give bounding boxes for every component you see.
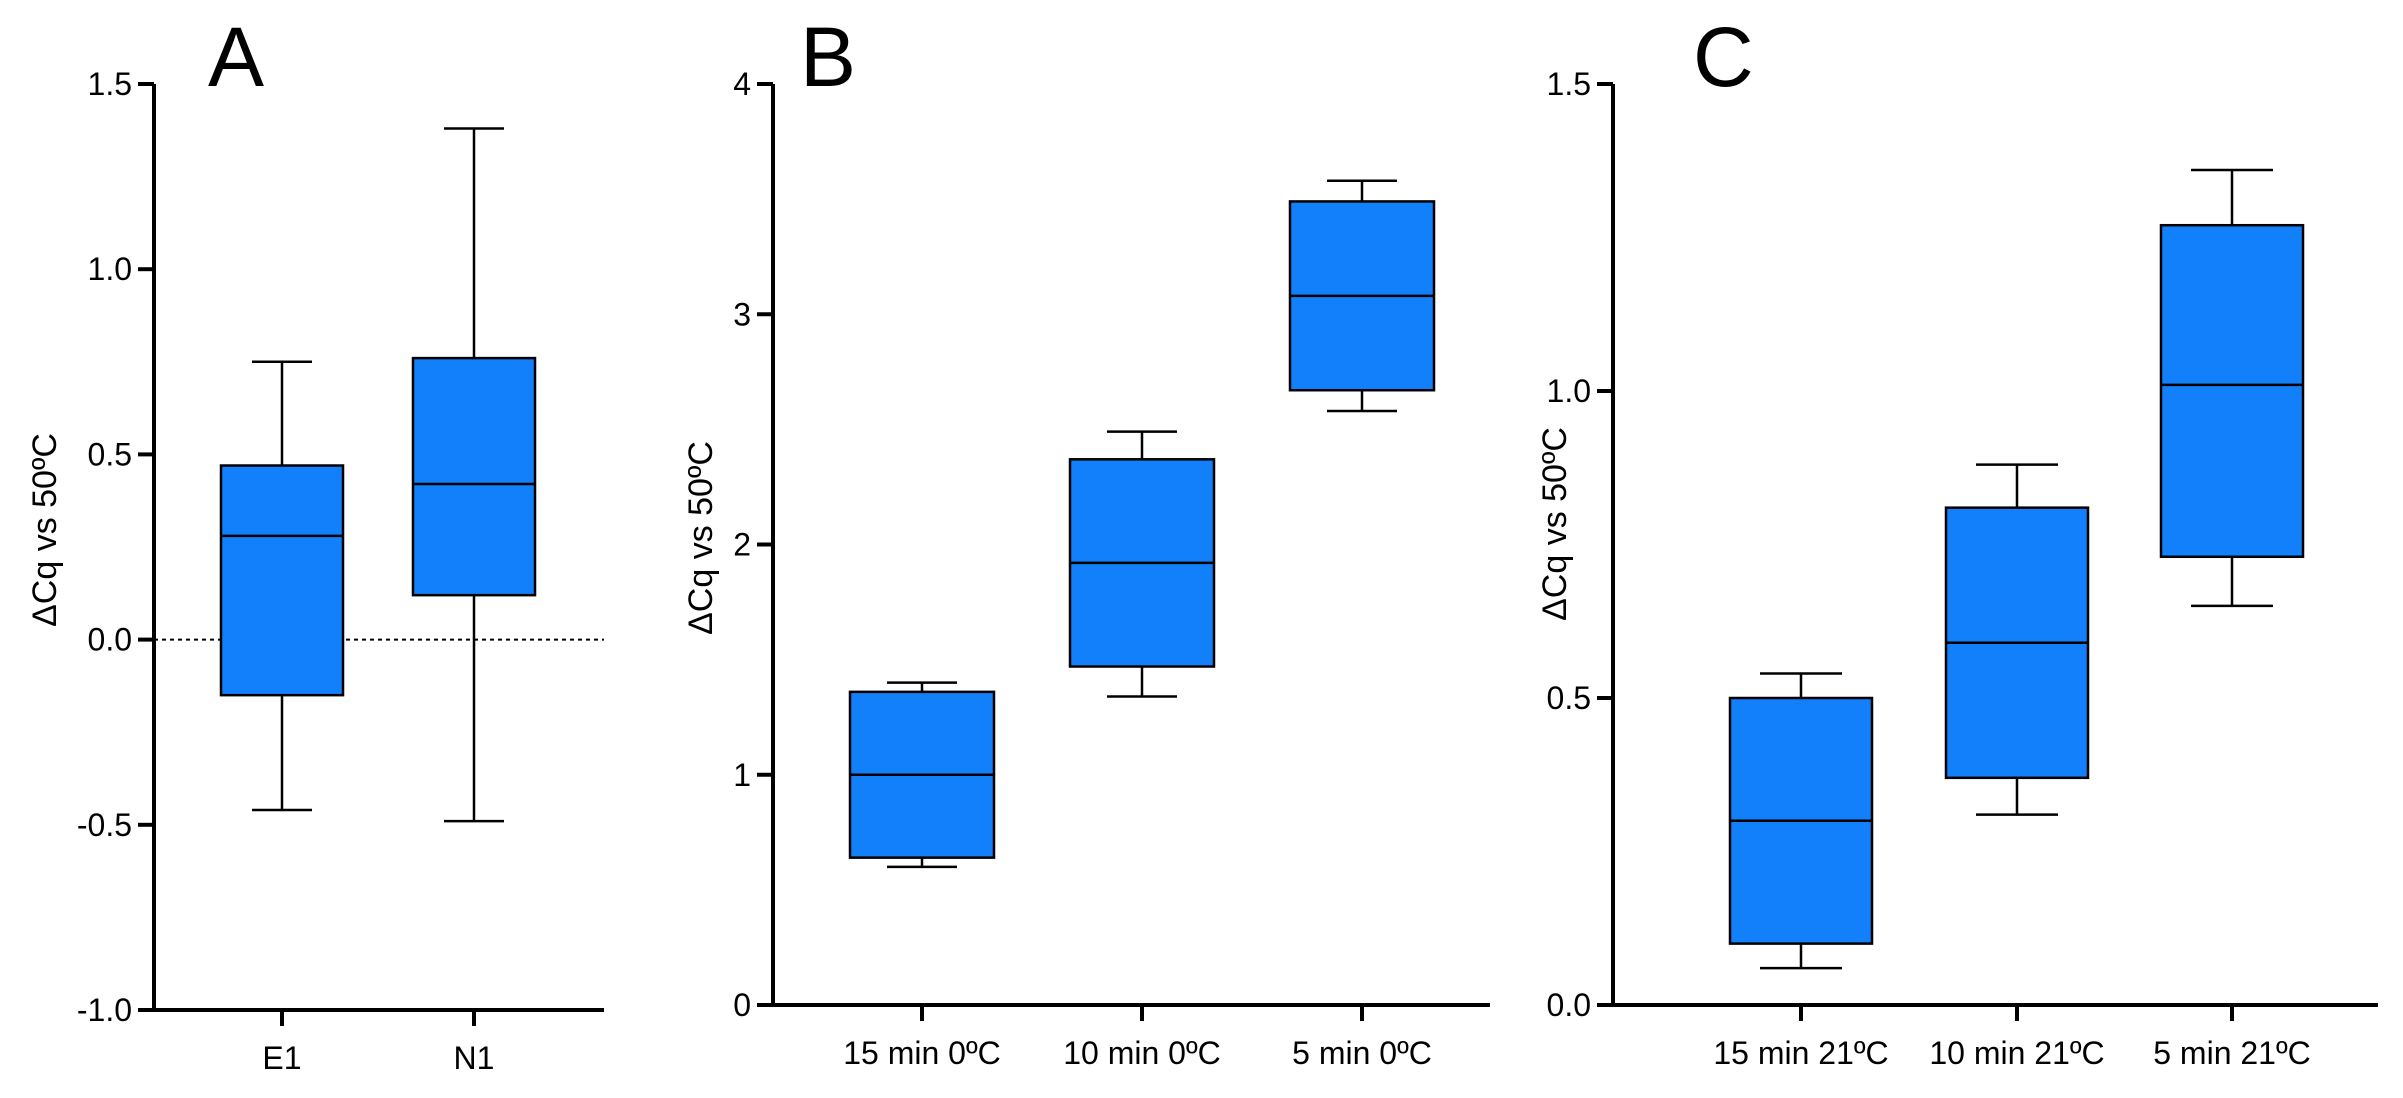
- box-iqr: [219, 464, 345, 697]
- box-plot-1: [411, 127, 537, 823]
- y-tick-label: 0.0: [88, 622, 132, 658]
- box-plot-0: [1728, 672, 1874, 970]
- box-plot-0: [848, 681, 996, 869]
- y-tick-label: 1.0: [1547, 373, 1591, 409]
- x-tick-label: 15 min 0ºC: [843, 1035, 1001, 1071]
- x-tick-label: 15 min 21ºC: [1713, 1035, 1888, 1071]
- y-tick-label: 0: [733, 987, 751, 1023]
- panel-a: A ΔCq vs 50ºC 1.5 1.0 0.5 0.0 -0.5 -1.0 E1 N1: [26, 10, 604, 1076]
- y-tick-label: 1: [733, 757, 751, 793]
- box-plot-0: [219, 360, 345, 812]
- x-tick-label: N1: [454, 1040, 495, 1076]
- y-tick-label: 0.0: [1547, 987, 1591, 1023]
- y-tick-label: 2: [733, 527, 751, 563]
- panel-b: B ΔCq vs 50ºC 4 3 2 1 0 15 min 0ºC 10 min 0ºC 5…: [682, 10, 1490, 1071]
- x-tick-label: E1: [262, 1040, 301, 1076]
- y-tick-label: 1.5: [88, 66, 132, 102]
- panel-letter-b: B: [800, 10, 856, 104]
- x-tick-label: 10 min 21ºC: [1929, 1035, 2104, 1071]
- panel-letter-c: C: [1693, 10, 1754, 104]
- panel-c: C ΔCq vs 50ºC 1.5 1.0 0.5 0.0 15 min 21ºC 10 …: [1536, 10, 2378, 1071]
- panel-letter-a: A: [208, 10, 264, 104]
- box-iqr: [2159, 223, 2305, 559]
- x-tick-label: 5 min 21ºC: [2153, 1035, 2311, 1071]
- y-tick-label: 1.0: [88, 251, 132, 287]
- y-tick-label: -1.0: [77, 992, 132, 1028]
- y-tick-label: 0.5: [88, 436, 132, 472]
- y-tick-label: 4: [733, 66, 751, 102]
- y-tick-label: 3: [733, 296, 751, 332]
- box-plot-1: [1068, 430, 1216, 698]
- box-plot-2: [1288, 179, 1436, 413]
- y-tick-label: -0.5: [77, 807, 132, 843]
- y-axis-label-b: ΔCq vs 50ºC: [682, 441, 720, 635]
- y-tick-label: 0.5: [1547, 680, 1591, 716]
- y-axis-label-c: ΔCq vs 50ºC: [1536, 427, 1574, 621]
- x-tick-label: 10 min 0ºC: [1063, 1035, 1221, 1071]
- box-plot-1: [1944, 463, 2090, 816]
- y-axis-label-a: ΔCq vs 50ºC: [26, 433, 64, 627]
- x-tick-label: 5 min 0ºC: [1292, 1035, 1432, 1071]
- y-tick-label: 1.5: [1547, 66, 1591, 102]
- box-plot-2: [2159, 168, 2305, 608]
- box-iqr: [411, 356, 537, 597]
